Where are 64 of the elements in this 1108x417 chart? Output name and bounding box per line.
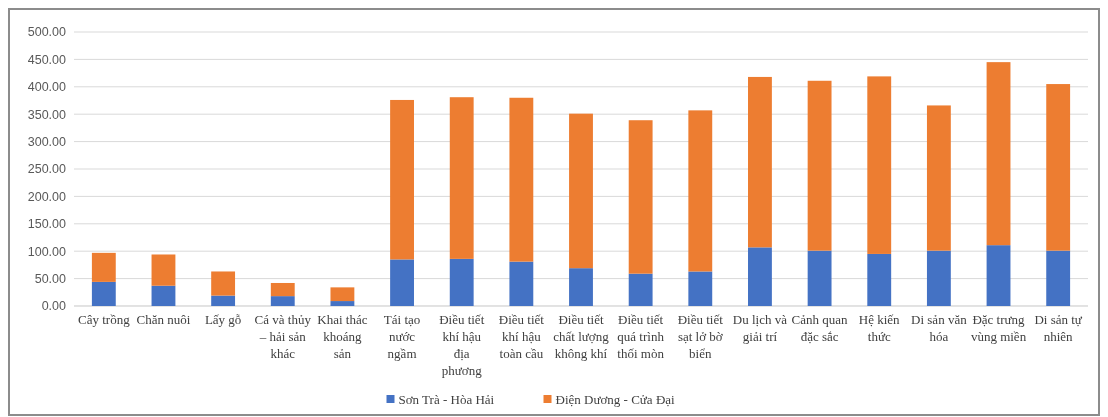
legend-label: Sơn Trà - Hòa Hải	[398, 392, 495, 407]
bar	[449, 258, 474, 306]
x-tick-label: Cây trồng	[78, 312, 131, 327]
bar	[211, 295, 236, 306]
x-tick-label: Lấy gỗ	[204, 312, 242, 327]
x-tick-label: Đặc trưng vùng miền	[970, 312, 1027, 344]
y-tick-label: 0.00	[41, 299, 67, 314]
bar	[748, 247, 772, 306]
bar	[807, 80, 832, 251]
y-tick-label: 100.00	[27, 244, 67, 259]
x-tick-label: Điều tiết chất lượng không khí	[553, 312, 610, 361]
y-tick-label: 300.00	[27, 134, 67, 149]
bar	[390, 259, 414, 306]
y-tick-label: 200.00	[27, 189, 67, 204]
bar	[807, 250, 832, 306]
bar	[91, 281, 116, 306]
bar	[270, 282, 295, 297]
x-tick-label: Điều tiết khí hậu địa phương	[439, 312, 485, 378]
bar	[211, 271, 236, 296]
x-tick-label: Điều tiết khí hậu toàn cầu	[498, 312, 545, 361]
bar	[449, 97, 474, 259]
bar	[748, 76, 772, 248]
bar	[867, 76, 892, 254]
bar	[509, 97, 534, 262]
y-tick-label: 450.00	[27, 52, 67, 67]
bar	[986, 245, 1011, 306]
bar	[390, 99, 414, 260]
legend-label: Điện Dương - Cửa Đại	[555, 392, 676, 407]
x-tick-label: Hệ kiến thức	[858, 312, 901, 344]
y-tick-label: 500.00	[27, 25, 67, 40]
bar	[569, 113, 593, 269]
bar	[91, 252, 116, 282]
bar	[1046, 250, 1071, 306]
bar	[1046, 84, 1071, 251]
x-tick-label: Di sản tự nhiên	[1034, 312, 1083, 344]
x-tick-label: Chăn nuôi	[136, 312, 191, 327]
x-tick-label: Điều tiết quá trình thối mòn	[617, 312, 665, 361]
x-tick-label: Khai thác khoáng sản	[317, 312, 368, 361]
y-tick-label: 50.00	[34, 271, 67, 286]
bar	[986, 62, 1011, 246]
bar	[330, 301, 355, 306]
y-tick-label: 150.00	[27, 217, 67, 232]
y-tick-label: 400.00	[27, 80, 67, 95]
bar	[151, 285, 176, 306]
bar	[926, 105, 951, 251]
bar	[509, 261, 534, 306]
y-tick-label: 250.00	[27, 162, 67, 177]
x-tick-label: Điều tiết sạt lở bờ biển	[677, 312, 724, 361]
bar	[926, 250, 951, 306]
bar	[628, 120, 653, 274]
bar	[628, 273, 653, 306]
bar	[688, 110, 713, 272]
y-tick-label: 350.00	[27, 107, 67, 122]
x-tick-label: Di sản văn hóa	[911, 312, 968, 344]
bar	[330, 287, 355, 302]
bar	[569, 268, 593, 306]
bar	[867, 253, 892, 306]
x-tick-label: Cá và thủy – hải sản khác	[254, 312, 312, 361]
bar	[688, 271, 713, 306]
bar	[151, 254, 176, 286]
x-tick-label: Cảnh quan đặc sắc	[791, 312, 849, 344]
bar	[270, 296, 295, 306]
x-tick-label: Tái tạo nước ngầm	[383, 312, 421, 361]
x-tick-label: Du lịch và giải trí	[732, 312, 788, 344]
